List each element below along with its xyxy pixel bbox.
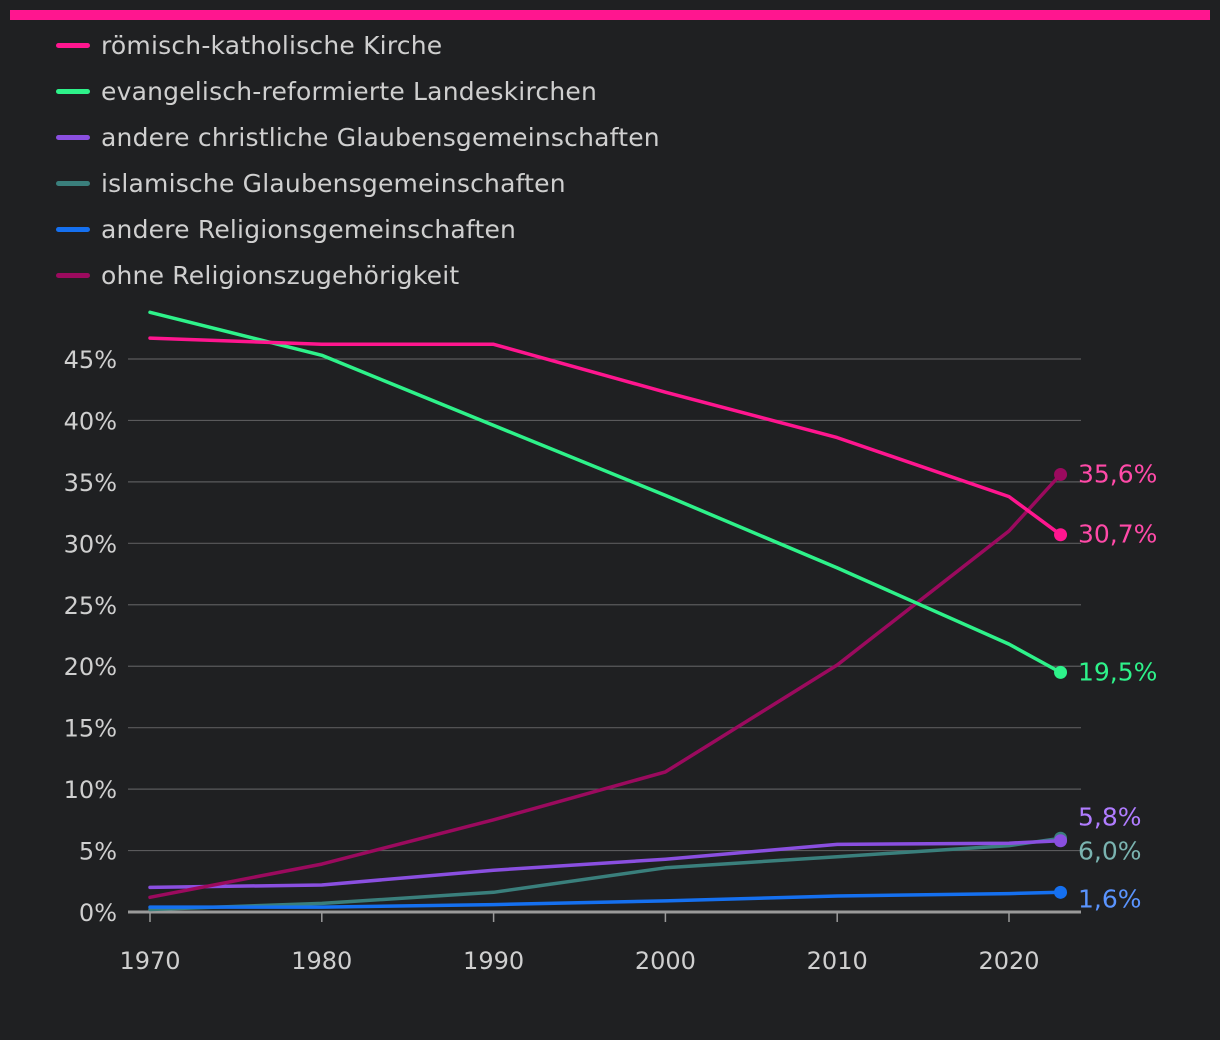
end-label-an: 1,6% xyxy=(1078,884,1142,913)
x-tick-label: 1980 xyxy=(291,947,352,975)
chart-grid xyxy=(128,358,1081,852)
legend-item-andere-religionsgemeinschaften: andere Religionsgemeinschaften xyxy=(56,206,660,252)
legend-item-islamische: islamische Glaubensgemeinschaften xyxy=(56,160,660,206)
series-line-oh xyxy=(148,472,1063,900)
y-tick-label: 5% xyxy=(79,838,117,866)
legend-label-roemisch-katholisch: römisch-katholische Kirche xyxy=(101,30,443,60)
y-tick-label: 15% xyxy=(64,715,117,743)
y-tick-label: 25% xyxy=(64,592,117,620)
legend-label-evangelisch-reformiert: evangelisch-reformierte Landeskirchen xyxy=(101,76,597,106)
legend-label-andere-religionsgemeinschaften: andere Religionsgemeinschaften xyxy=(101,214,517,244)
legend-item-roemisch-katholisch: römisch-katholische Kirche xyxy=(56,22,660,68)
legend-swatch-roemisch-katholisch xyxy=(56,42,90,48)
series-line-ch xyxy=(148,838,1063,890)
y-tick-label: 35% xyxy=(64,469,117,497)
series-line-is xyxy=(148,836,1063,912)
legend-swatch-andere-religionsgemeinschaften xyxy=(56,226,90,232)
accent-top-bar xyxy=(10,10,1210,20)
x-tick-label: 2000 xyxy=(635,947,696,975)
series-end-marker-ev xyxy=(1054,665,1068,679)
chart-axes: 0% 5% 10% 15% 20% 25% 30% 35% 40% 45% 1970 1980 1990… xyxy=(64,346,1081,975)
series-line-rk xyxy=(148,336,1063,537)
legend-label-islamische: islamische Glaubensgemeinschaften xyxy=(101,168,566,198)
legend-swatch-andere-christliche xyxy=(56,134,90,140)
legend-swatch-ohne-religionszugehoerigkeit xyxy=(56,272,90,278)
series-end-marker-rk xyxy=(1054,528,1068,542)
x-tick-label: 1990 xyxy=(463,947,524,975)
chart-end-labels: 30,7% 19,5% 5,8% 6,0% 1,6% 35,6% xyxy=(1078,460,1157,914)
series-end-marker-ch xyxy=(1054,834,1068,848)
x-tick-label: 2020 xyxy=(978,947,1039,975)
y-tick-label: 45% xyxy=(64,346,117,374)
x-tick-label: 1970 xyxy=(119,947,180,975)
legend-item-andere-christliche: andere christliche Glaubensgemeinschafte… xyxy=(56,114,660,160)
end-label-rk: 30,7% xyxy=(1078,520,1157,549)
y-tick-label: 40% xyxy=(64,407,117,435)
chart-series xyxy=(148,310,1068,912)
series-line-an xyxy=(148,890,1063,909)
y-tick-label: 30% xyxy=(64,530,117,558)
end-label-is: 6,0% xyxy=(1078,836,1142,865)
end-label-oh: 35,6% xyxy=(1078,460,1157,489)
legend-swatch-islamische xyxy=(56,180,90,186)
chart-legend: römisch-katholische Kirche evangelisch-r… xyxy=(56,22,660,298)
legend-label-ohne-religionszugehoerigkeit: ohne Religionszugehörigkeit xyxy=(101,260,460,290)
series-end-marker-oh xyxy=(1054,468,1068,482)
y-tick-label: 20% xyxy=(64,653,117,681)
series-line-ev xyxy=(148,310,1063,675)
end-label-ch: 5,8% xyxy=(1078,803,1142,832)
legend-swatch-evangelisch-reformiert xyxy=(56,88,90,94)
end-label-ev: 19,5% xyxy=(1078,657,1157,686)
series-end-marker-an xyxy=(1054,885,1068,899)
x-tick-label: 2010 xyxy=(807,947,868,975)
y-tick-label: 10% xyxy=(64,776,117,804)
legend-label-andere-christliche: andere christliche Glaubensgemeinschafte… xyxy=(101,122,660,152)
legend-item-ohne-religionszugehoerigkeit: ohne Religionszugehörigkeit xyxy=(56,252,660,298)
y-tick-label: 0% xyxy=(79,899,117,927)
legend-item-evangelisch-reformiert: evangelisch-reformierte Landeskirchen xyxy=(56,68,660,114)
